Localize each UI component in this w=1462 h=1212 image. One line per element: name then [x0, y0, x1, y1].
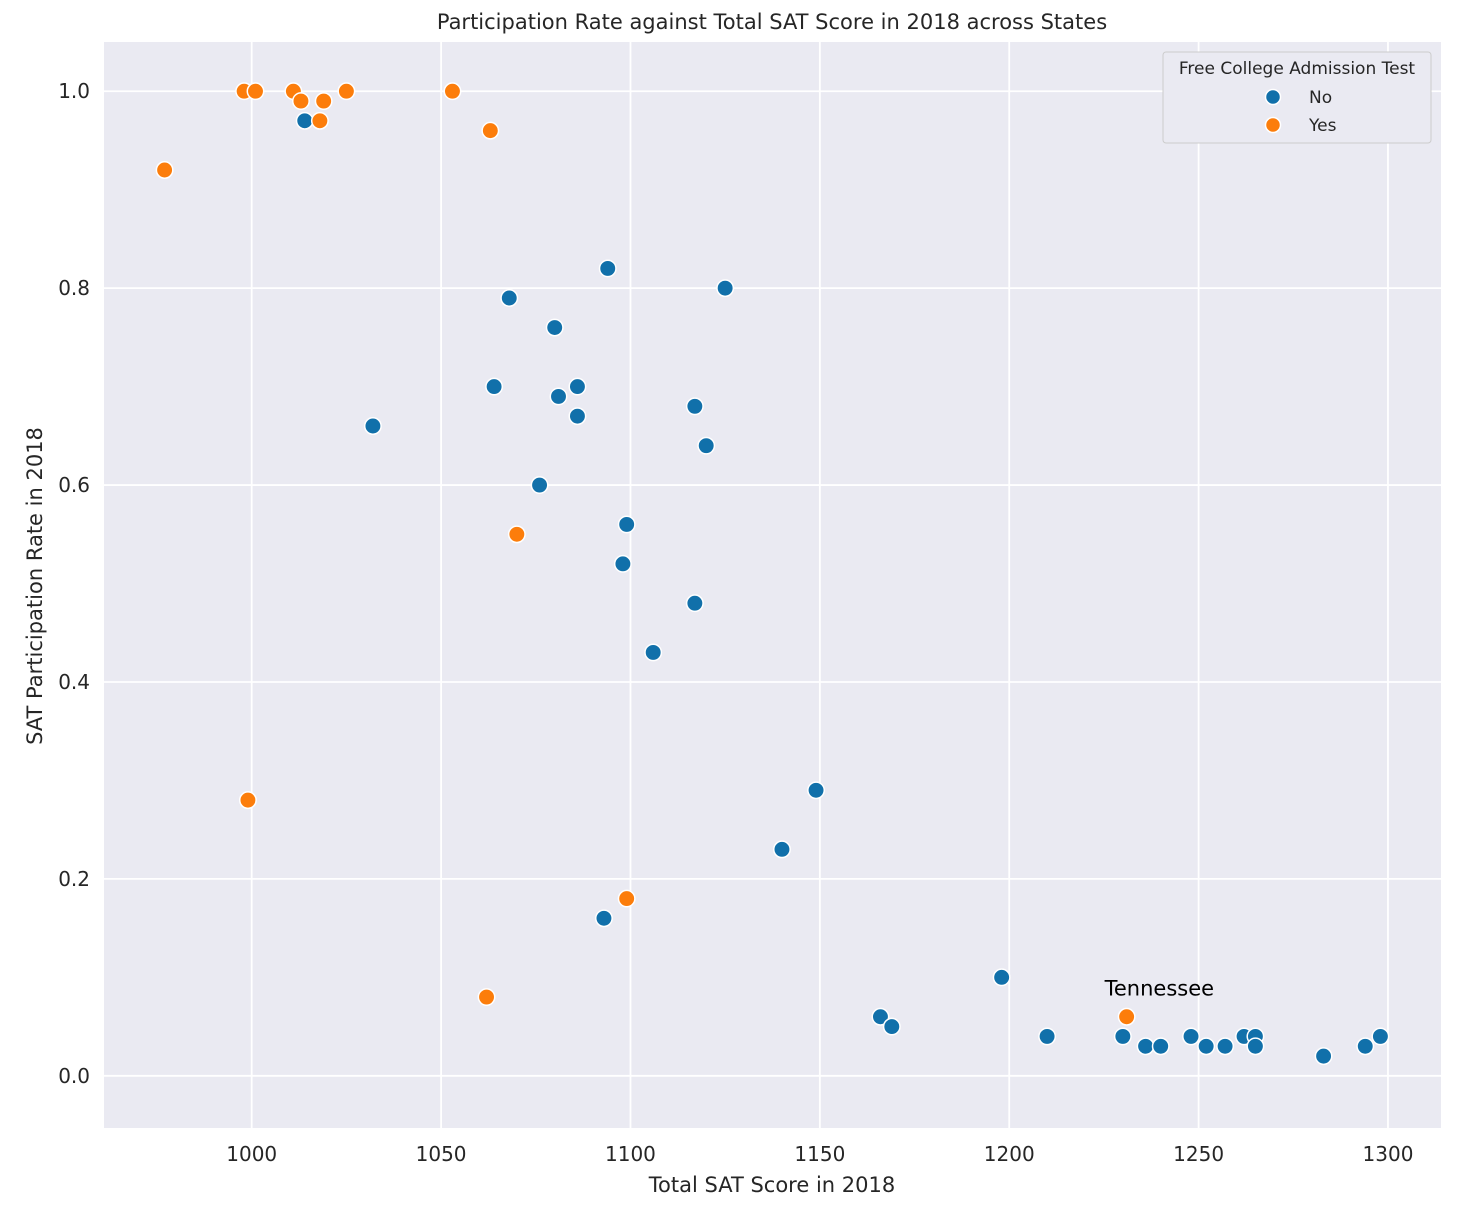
y-tick-label: 0.8 [58, 276, 90, 300]
point-no [500, 289, 519, 307]
legend-title: Free College Admission Test [1179, 59, 1416, 79]
x-tick-label: 1150 [794, 1142, 845, 1166]
point-no [568, 407, 587, 426]
x-tick-label: 1300 [1363, 1142, 1414, 1166]
point-no [1216, 1037, 1235, 1056]
point-no [685, 397, 704, 416]
legend-box [1162, 51, 1432, 144]
annotations: Tennessee [1104, 977, 1214, 1001]
y-axis-label: SAT Participation Rate in 2018 [23, 427, 47, 745]
point-yes [155, 161, 174, 179]
x-tick-labels: 1000 1050 1100 1150 1200 1250 1300 [226, 1142, 1413, 1166]
point-no [992, 968, 1011, 987]
point-no [882, 1017, 901, 1036]
annotation-label: Tennessee [1104, 977, 1214, 1001]
point-yes [310, 111, 329, 130]
legend-label-no: No [1309, 88, 1332, 108]
point-no [485, 377, 504, 396]
point-no [1038, 1027, 1057, 1046]
y-tick-label: 0.4 [58, 670, 90, 694]
point-no [1356, 1037, 1375, 1056]
point-yes [246, 82, 265, 101]
y-tick-label: 1.0 [58, 79, 90, 103]
point-yes [292, 92, 310, 111]
plot-area [104, 42, 1441, 1128]
point-no [1182, 1027, 1200, 1046]
data-points [155, 82, 1390, 1066]
y-tick-label: 0.2 [58, 867, 90, 891]
point-no [617, 515, 636, 534]
point-yes [617, 889, 636, 908]
point-no [1113, 1027, 1132, 1046]
point-no [530, 476, 549, 495]
point-no [773, 840, 791, 859]
point-no [716, 279, 735, 298]
legend-marker-no [1264, 88, 1282, 106]
point-no [549, 387, 568, 406]
point-yes [238, 791, 257, 810]
point-yes [443, 82, 462, 101]
legend-label-yes: Yes [1308, 116, 1337, 136]
y-tick-labels: 0.0 0.2 0.4 0.6 0.8 1.0 [58, 79, 90, 1088]
point-no [1151, 1037, 1170, 1056]
point-yes [507, 525, 526, 544]
point-no [1246, 1037, 1265, 1056]
point-no [1314, 1047, 1333, 1066]
point-no [685, 594, 704, 613]
point-no [598, 259, 617, 278]
point-yes [477, 988, 496, 1006]
point-yes [314, 92, 333, 111]
legend-marker-yes [1264, 116, 1282, 134]
point-no [1136, 1037, 1155, 1056]
point-no [1371, 1027, 1390, 1046]
point-no [644, 643, 663, 662]
point-no [871, 1007, 890, 1026]
point-yes [481, 121, 500, 140]
y-tick-label: 0.0 [58, 1064, 90, 1088]
point-no [568, 377, 587, 396]
point-no [697, 436, 716, 455]
point-no [363, 417, 382, 435]
point-no [613, 554, 632, 573]
y-tick-label: 0.6 [58, 473, 90, 497]
point-no [545, 318, 564, 337]
point-no [807, 781, 826, 800]
point-yes [1117, 1007, 1136, 1026]
x-axis-label: Total SAT Score in 2018 [648, 1173, 895, 1197]
x-tick-label: 1050 [416, 1142, 467, 1166]
x-tick-label: 1250 [1173, 1142, 1224, 1166]
point-no [595, 909, 613, 928]
chart-title: Participation Rate against Total SAT Sco… [437, 10, 1107, 34]
x-tick-label: 1000 [226, 1142, 277, 1166]
point-no [1197, 1037, 1216, 1056]
legend: Free College Admission Test No Yes [1162, 51, 1432, 144]
point-no [295, 111, 314, 130]
point-yes [337, 82, 356, 101]
x-tick-label: 1200 [984, 1142, 1035, 1166]
x-tick-label: 1100 [605, 1142, 656, 1166]
